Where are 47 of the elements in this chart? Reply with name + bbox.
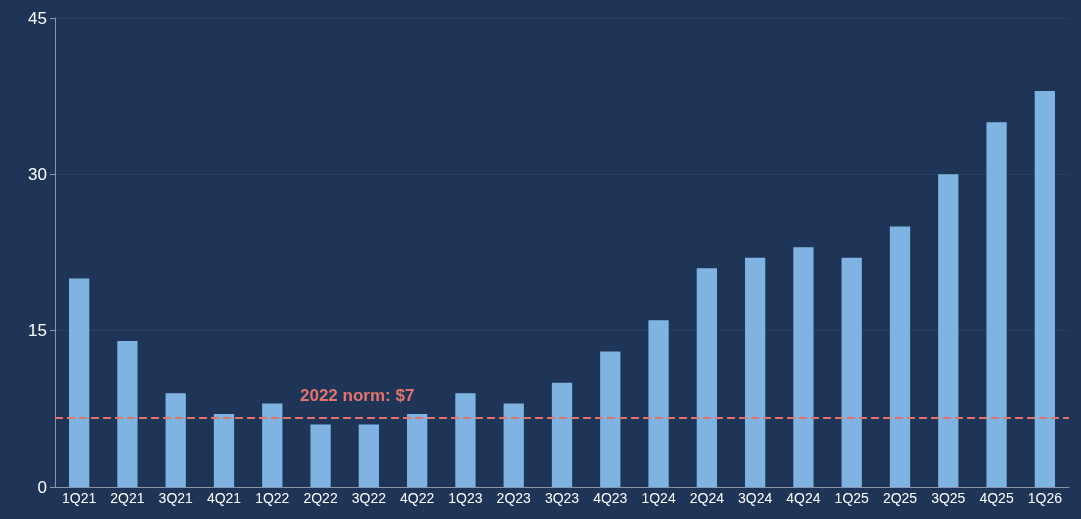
bar: [262, 403, 283, 487]
bar: [455, 393, 476, 487]
bar: [986, 122, 1007, 487]
x-tick-label: 2Q23: [496, 490, 532, 506]
bar: [503, 403, 524, 487]
bar: [793, 247, 814, 487]
x-tick-label: 4Q23: [593, 490, 628, 506]
bar: [841, 257, 862, 487]
ref-line-label: 2022 norm: $7: [300, 386, 415, 406]
x-tick-label: 1Q25: [834, 490, 870, 506]
x-tick-label: 4Q21: [206, 490, 242, 506]
bar: [310, 424, 331, 487]
bar: [407, 414, 428, 487]
bar: [938, 174, 959, 487]
x-tick-label: 1Q23: [448, 490, 483, 506]
x-tick-label: 1Q22: [255, 490, 290, 506]
bar: [745, 257, 766, 487]
bar: [165, 393, 186, 487]
y-tick-label: 45: [28, 8, 47, 28]
x-tick-label: 2Q25: [882, 490, 918, 506]
x-tick-label: 2Q22: [303, 490, 338, 506]
bar: [1034, 90, 1055, 487]
bar: [69, 278, 90, 487]
bar: [358, 424, 379, 487]
bar: [600, 351, 621, 487]
bar: [696, 268, 717, 487]
bar: [213, 414, 235, 487]
bar: [551, 382, 573, 487]
x-tick-label: 3Q23: [544, 490, 580, 506]
x-tick-label: 3Q22: [351, 490, 387, 506]
bar: [648, 320, 669, 487]
x-tick-label: 2Q24: [689, 490, 725, 506]
bar: [117, 341, 138, 487]
x-tick-label: 1Q24: [641, 490, 676, 506]
y-tick-label: 30: [28, 164, 47, 184]
x-tick-label: 2Q21: [110, 490, 145, 506]
x-tick-label: 4Q22: [400, 490, 435, 506]
x-tick-label: 3Q25: [931, 490, 966, 506]
x-tick-label: 1Q26: [1027, 490, 1063, 506]
x-tick-label: 3Q24: [738, 490, 773, 506]
x-tick-label: 3Q21: [158, 490, 194, 506]
x-tick-label: 1Q21: [62, 490, 97, 506]
y-tick-label: 0: [37, 477, 47, 497]
x-tick-label: 4Q24: [786, 490, 821, 506]
y-tick-label: 15: [28, 321, 47, 341]
bar: [889, 226, 911, 487]
x-tick-label: 4Q25: [979, 490, 1014, 506]
